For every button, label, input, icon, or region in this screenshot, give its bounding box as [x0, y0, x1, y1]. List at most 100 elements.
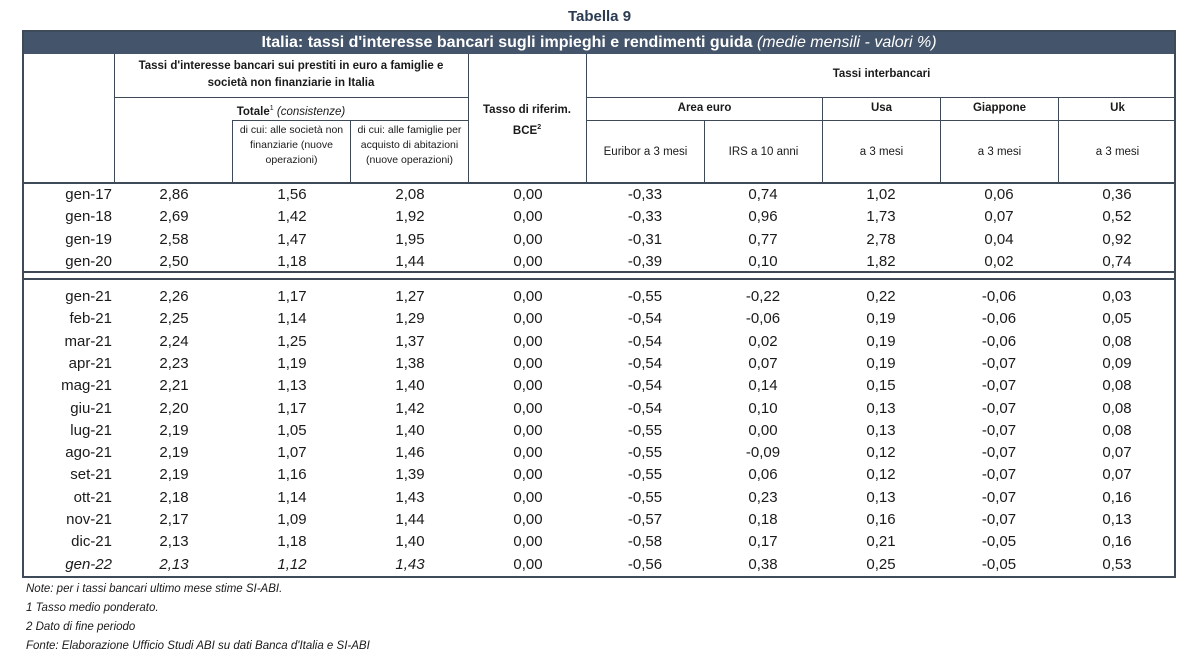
table-cell: 0,00	[513, 252, 543, 270]
row-label: lug-21	[70, 421, 112, 439]
table-cell: -0,33	[627, 186, 663, 203]
table-cell: 2,26	[159, 288, 189, 305]
header-divider	[350, 120, 351, 182]
table-cell: -0,55	[627, 444, 663, 462]
table-cell: -0,54	[627, 332, 663, 350]
table-cell: 2,50	[159, 252, 189, 270]
table-cell: 0,06	[984, 186, 1014, 203]
section-separator	[22, 278, 1176, 280]
table-cell: -0,55	[627, 488, 663, 506]
table-cell: -0,22	[745, 288, 781, 305]
note-end-period: 2 Dato di fine periodo	[26, 621, 136, 633]
header-divider	[586, 54, 587, 182]
table-cell: 0,03	[1102, 288, 1132, 305]
header-divider	[940, 98, 941, 182]
table-cell: 1,92	[395, 208, 425, 226]
table-cell: 0,77	[748, 230, 778, 248]
table-cell: -0,07	[981, 488, 1017, 506]
table-cell: 1,40	[395, 377, 425, 395]
table-cell: 1,43	[395, 488, 425, 506]
table-cell: 0,13	[866, 399, 896, 417]
header-divider	[114, 54, 115, 182]
table-cell: 1,17	[277, 288, 307, 305]
table-cell: 2,69	[159, 208, 189, 226]
table-cell: 0,12	[866, 444, 896, 462]
table-cell: 2,17	[159, 511, 189, 528]
table-cell: 1,19	[277, 354, 307, 372]
table-cell: -0,54	[627, 354, 663, 372]
table-cell: -0,54	[627, 399, 663, 417]
table-cell: 0,15	[866, 377, 896, 395]
table-cell: -0,55	[627, 288, 663, 305]
table-cell: -0,31	[627, 230, 663, 248]
header-bce-sup: 2	[537, 124, 542, 131]
row-label: gen-17	[65, 186, 112, 203]
table-cell: 0,00	[513, 377, 543, 395]
row-label: gen-22	[65, 555, 112, 573]
table-cell: 0,00	[513, 288, 543, 305]
table-cell: 0,52	[1102, 208, 1132, 226]
table-cell: 0,04	[984, 230, 1014, 248]
header-rule	[114, 97, 468, 98]
header-uk: Uk	[1110, 102, 1125, 114]
table-cell: 2,19	[159, 466, 189, 484]
table-cell: 2,23	[159, 354, 189, 372]
table-cell: 1,05	[277, 421, 307, 439]
table-cell: 0,92	[1102, 230, 1132, 248]
header-rule	[232, 120, 468, 121]
header-usa: Usa	[870, 102, 893, 114]
table-cell: 1,44	[395, 511, 425, 528]
table-cell: -0,55	[627, 466, 663, 484]
table-cell: 0,13	[866, 488, 896, 506]
table-cell: 1,02	[866, 186, 896, 203]
table-cell: 0,53	[1102, 555, 1132, 573]
table-cell: 1,16	[277, 466, 307, 484]
table-cell: -0,57	[627, 511, 663, 528]
table-cell: 0,25	[866, 555, 896, 573]
table-notes: Note: per i tassi bancari ultimo mese st…	[26, 580, 370, 656]
row-label: gen-19	[65, 230, 112, 248]
header-rule	[586, 97, 1176, 98]
table-cell: 0,18	[748, 511, 778, 528]
table-cell: 0,14	[748, 377, 778, 395]
table-cell: 0,17	[748, 533, 778, 551]
table-cell: 0,08	[1102, 399, 1132, 417]
table-cell: 2,21	[159, 377, 189, 395]
row-label: ago-21	[65, 444, 112, 462]
header-total-sup: 1	[269, 105, 274, 112]
header-irs: IRS a 10 anni	[728, 146, 799, 158]
table-cell: 1,40	[395, 421, 425, 439]
table-cell: 0,00	[513, 332, 543, 350]
header-area-euro: Area euro	[677, 102, 732, 114]
table-cell: 2,58	[159, 230, 189, 248]
table-cell: 1,40	[395, 533, 425, 551]
table-title-bar: Italia: tassi d'interesse bancari sugli …	[24, 32, 1174, 54]
header-rule	[586, 120, 1176, 121]
table-cell: -0,58	[627, 533, 663, 551]
table-cell: 2,25	[159, 310, 189, 328]
table-cell: 1,13	[277, 377, 307, 395]
table-cell: -0,09	[745, 444, 781, 462]
table-cell: 1,18	[277, 252, 307, 270]
table-cell: 1,47	[277, 230, 307, 248]
row-label: dic-21	[71, 533, 112, 551]
header-bottom-rule	[22, 182, 1176, 184]
table-cell: 0,07	[1102, 444, 1132, 462]
row-label: nov-21	[66, 511, 112, 528]
header-divider	[468, 54, 469, 182]
header-interbank: Tassi interbancari	[832, 68, 931, 80]
table-cell: 0,16	[866, 511, 896, 528]
header-divider	[704, 120, 705, 182]
table-cell: -0,07	[981, 354, 1017, 372]
table-cell: 0,36	[1102, 186, 1132, 203]
note-source: Fonte: Elaborazione Ufficio Studi ABI su…	[26, 640, 370, 652]
table-cell: 1,37	[395, 332, 425, 350]
table-cell: 2,24	[159, 332, 189, 350]
table-cell: -0,54	[627, 377, 663, 395]
table-cell: 0,02	[748, 332, 778, 350]
table-cell: 0,00	[513, 555, 543, 573]
table-cell: 0,07	[748, 354, 778, 372]
table-cell: -0,07	[981, 444, 1017, 462]
header-total-label: Totale	[236, 105, 270, 118]
table-cell: 1,42	[277, 208, 307, 226]
